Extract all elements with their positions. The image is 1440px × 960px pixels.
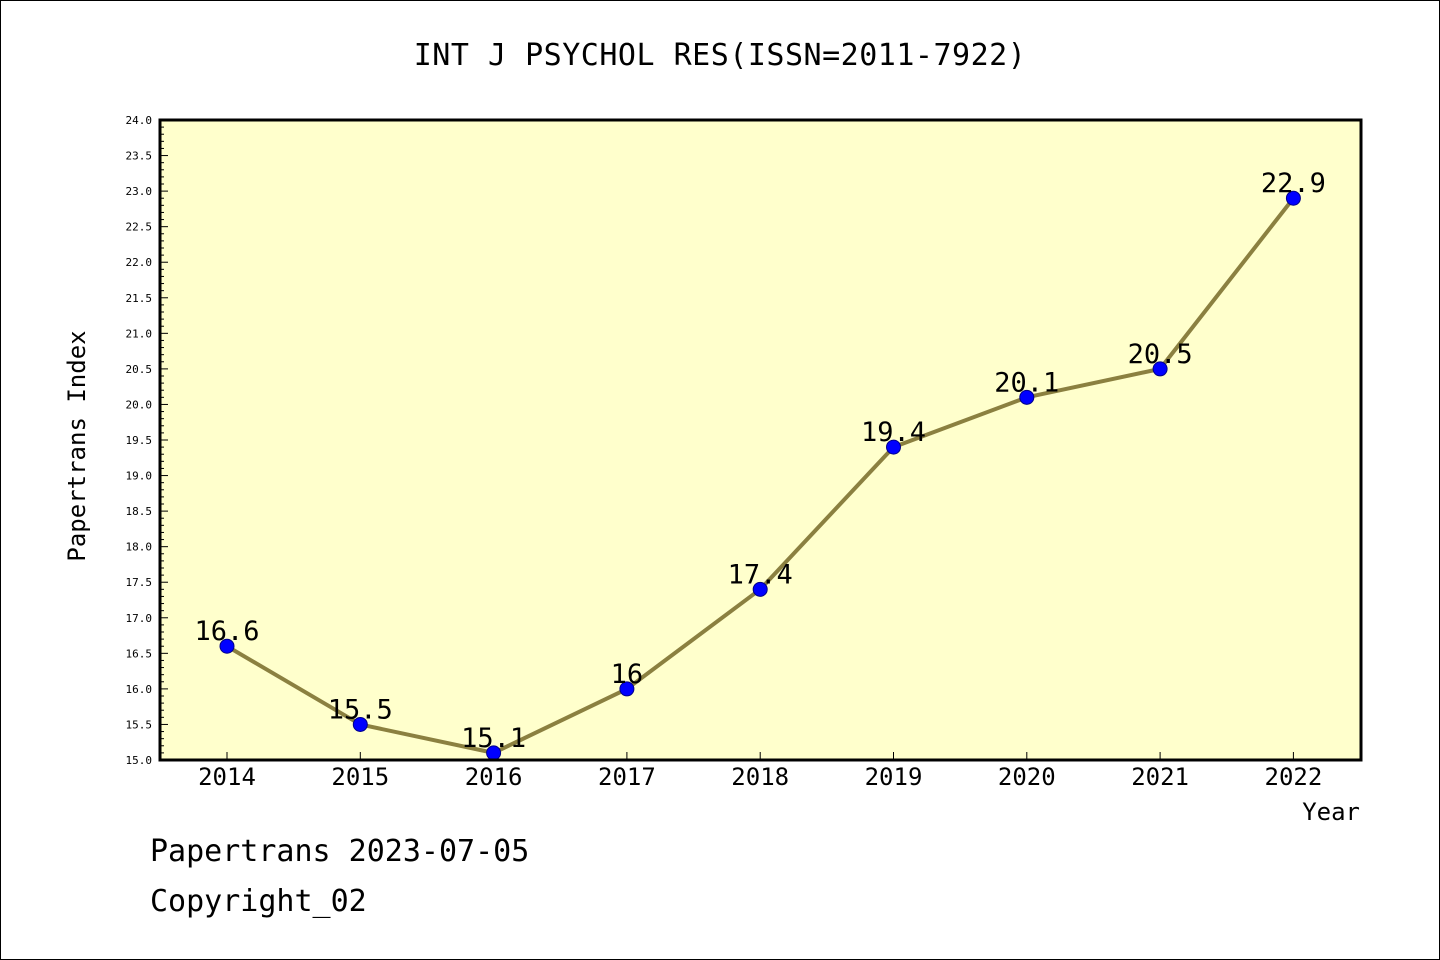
data-label: 17.4 [728, 559, 793, 590]
data-point [1285, 190, 1301, 206]
y-tick-label: 22.0 [126, 256, 153, 269]
data-markers [219, 190, 1301, 761]
x-tick-label: 2021 [1131, 763, 1189, 791]
data-label: 16.6 [194, 616, 259, 647]
data-label: 22.9 [1261, 168, 1326, 199]
y-tick-label: 21.0 [126, 327, 153, 340]
y-tick-label: 23.0 [126, 185, 153, 198]
y-tick-label: 20.5 [126, 363, 153, 376]
y-tick-label: 18.0 [126, 541, 153, 554]
y-tick-label: 15.5 [126, 718, 153, 731]
y-tick-label: 21.5 [126, 292, 153, 305]
data-label: 19.4 [861, 417, 926, 448]
x-axis-ticks: 2014 2015 2016 2017 2018 2019 2020 2021 2022 [198, 752, 1322, 791]
x-tick-label: 2018 [731, 763, 789, 791]
y-tick-label: 24.0 [126, 114, 153, 127]
chart-title: INT J PSYCHOL RES(ISSN=2011-7922) [413, 38, 1027, 73]
footer-copyright: Copyright_02 [150, 884, 367, 919]
data-point [886, 439, 901, 455]
data-point [352, 716, 368, 732]
data-point [219, 638, 235, 654]
x-axis-label: Year [1302, 798, 1360, 826]
x-tick-label: 2022 [1265, 763, 1323, 791]
data-point [1019, 389, 1035, 405]
plot-area [160, 120, 1361, 760]
data-label: 20.1 [994, 367, 1059, 398]
x-tick-label: 2019 [865, 763, 923, 791]
y-tick-label: 23.5 [126, 150, 153, 163]
x-tick-label: 2020 [998, 763, 1056, 791]
footer-date: Papertrans 2023-07-05 [150, 834, 530, 869]
y-axis-ticks: 15.0 15.5 16.0 16.5 17.0 17.5 18.0 18.5 19.0 19.5… [126, 114, 153, 767]
y-tick-label: 17.0 [126, 612, 153, 625]
data-point [1152, 361, 1168, 377]
data-labels: 16.6 15.5 15.1 16 17.4 19.4 20.1 20.5 22.9 [194, 168, 1325, 754]
data-label: 15.5 [328, 694, 393, 725]
y-tick-label: 20.0 [126, 398, 153, 411]
y-tick-label: 19.5 [126, 434, 153, 447]
plot-border [158, 118, 1363, 762]
y-tick-label: 16.0 [126, 683, 153, 696]
x-tick-label: 2015 [331, 763, 389, 791]
data-point [752, 581, 768, 597]
y-tick-label: 15.0 [126, 754, 153, 767]
data-label: 16 [611, 659, 644, 690]
y-tick-label: 19.0 [126, 470, 153, 483]
data-label: 20.5 [1128, 339, 1193, 370]
x-tick-label: 2014 [198, 763, 256, 791]
y-axis-label: Papertrans Index [63, 330, 91, 561]
y-tick-label: 16.5 [126, 647, 153, 660]
x-tick-label: 2017 [598, 763, 656, 791]
data-label: 15.1 [461, 723, 526, 754]
y-tick-label: 22.5 [126, 221, 153, 234]
x-tick-label: 2016 [465, 763, 523, 791]
data-point [619, 681, 635, 697]
y-tick-label: 17.5 [126, 576, 153, 589]
y-tick-label: 18.5 [126, 505, 153, 518]
